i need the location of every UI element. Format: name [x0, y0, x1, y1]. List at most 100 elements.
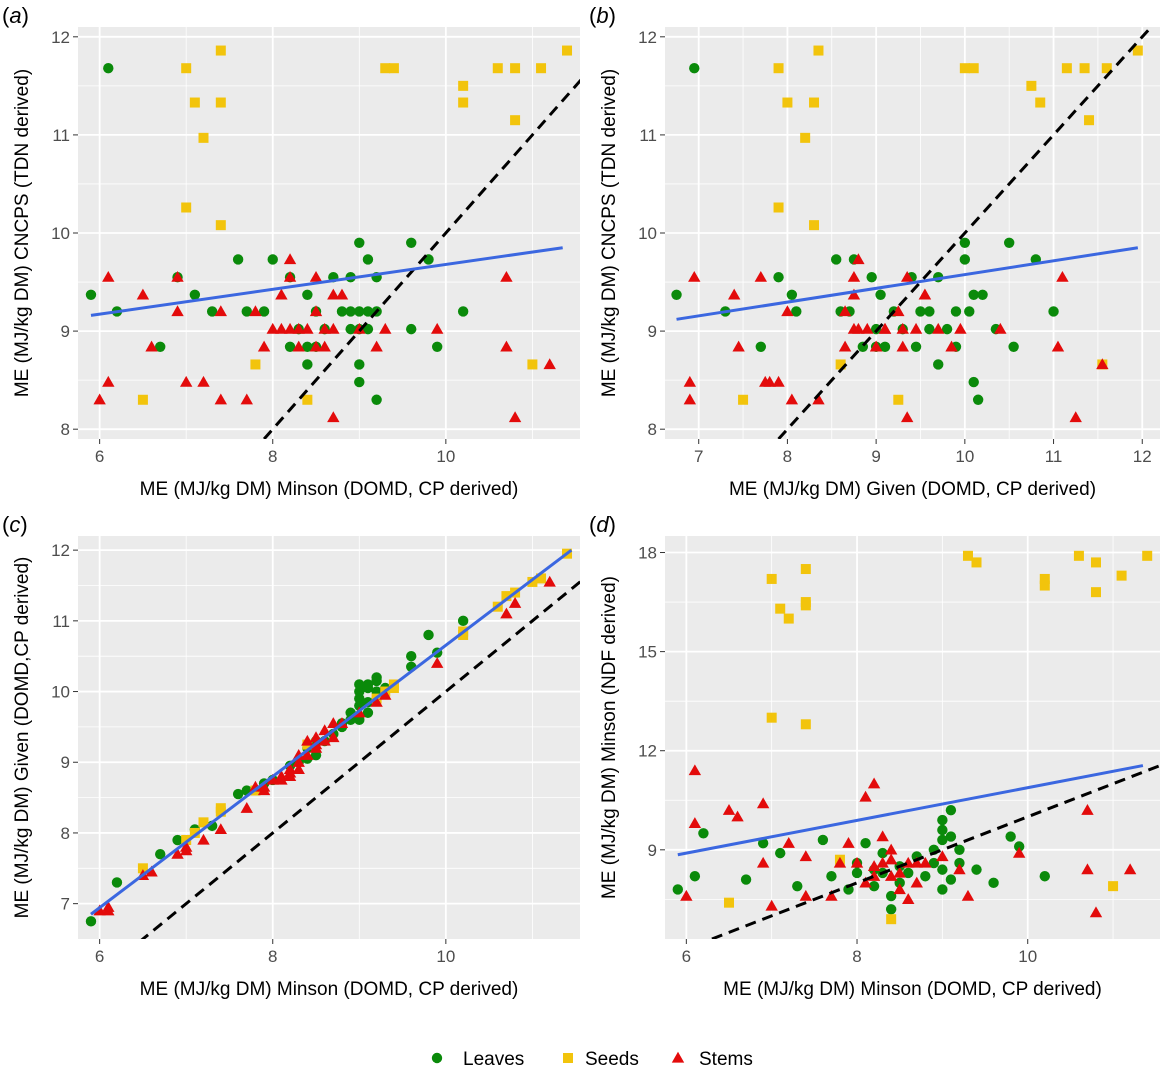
point-leaves	[792, 880, 803, 892]
point-stems	[197, 375, 210, 387]
point-leaves	[868, 880, 880, 892]
point-seeds	[809, 97, 820, 108]
point-stems	[370, 340, 383, 352]
point-stems	[145, 340, 158, 352]
point-leaves	[232, 788, 244, 800]
y-tick-label: 12	[51, 541, 70, 560]
panel-tag: (d)	[589, 512, 616, 537]
point-stems	[179, 375, 193, 387]
point-leaves	[924, 323, 935, 335]
point-stems	[214, 393, 228, 405]
point-seeds	[527, 359, 538, 370]
identity-line	[140, 580, 580, 939]
point-seeds	[388, 63, 399, 74]
point-stems	[301, 322, 314, 334]
point-stems	[240, 802, 253, 813]
y-tick-label: 10	[51, 683, 70, 702]
point-stems	[902, 893, 915, 905]
reference-lines	[677, 763, 1160, 939]
point-leaves	[671, 289, 682, 300]
point-stems	[93, 904, 106, 916]
point-leaves	[959, 237, 971, 249]
panel-tag: (a)	[2, 3, 29, 28]
point-leaves	[988, 877, 999, 889]
point-seeds	[458, 97, 469, 108]
panel-a: 6 8 10 8 9 10 11 12 ME (MJ/kg DM) Minson (DOMD, …	[2, 3, 580, 500]
x-tick-label: 8	[783, 447, 792, 466]
point-leaves	[786, 289, 798, 300]
point-leaves	[877, 847, 888, 859]
y-tick-label: 12	[638, 742, 657, 761]
point-leaves	[1039, 871, 1050, 882]
point-seeds	[137, 863, 148, 874]
point-stems	[812, 393, 825, 405]
point-stems	[171, 270, 184, 282]
point-seeds	[1116, 570, 1127, 581]
point-stems	[688, 817, 702, 829]
point-stems	[275, 773, 288, 785]
point-seeds	[773, 63, 784, 74]
point-leaves	[972, 394, 984, 405]
point-leaves	[954, 844, 965, 856]
point-stems	[756, 797, 770, 809]
point-seeds	[1142, 550, 1153, 561]
y-tick-label: 8	[61, 420, 70, 439]
point-leaves	[775, 847, 786, 859]
point-leaves	[232, 254, 244, 265]
x-tick-label: 10	[436, 447, 455, 466]
x-tick-label: 10	[436, 947, 455, 966]
x-axis-title: ME (MJ/kg DM) Given (DOMD, CP derived)	[729, 479, 1096, 500]
point-leaves	[941, 323, 953, 335]
point-stems	[954, 322, 967, 334]
point-stems	[1012, 846, 1026, 858]
y-tick-label: 18	[638, 544, 657, 563]
point-stems	[867, 860, 881, 871]
point-stems	[859, 876, 872, 888]
point-seeds	[1108, 881, 1119, 892]
point-stems	[292, 763, 305, 774]
point-leaves	[457, 306, 469, 317]
legend-label: Stems	[699, 1049, 753, 1070]
point-stems	[292, 748, 305, 760]
point-stems	[309, 270, 323, 282]
point-stems	[249, 305, 262, 317]
point-stems	[266, 773, 279, 785]
point-leaves	[740, 874, 752, 885]
point-seeds	[1073, 550, 1084, 561]
point-stems	[945, 340, 958, 352]
point-seeds	[968, 63, 979, 74]
point-stems	[785, 393, 799, 405]
y-axis-title: ME (MJ/kg DM) CNCPS (TDN derived)	[599, 69, 620, 397]
point-stems	[884, 870, 898, 881]
point-leaves	[85, 289, 97, 300]
point-seeds	[809, 220, 820, 231]
y-tick-label: 7	[61, 895, 70, 914]
point-stems	[292, 322, 305, 334]
point-stems	[919, 856, 932, 868]
point-leaves	[937, 884, 948, 895]
point-stems	[370, 695, 383, 707]
panels: 6 8 10 8 9 10 11 12 ME (MJ/kg DM) Minson (DOMD, …	[2, 3, 1160, 1000]
point-seeds	[215, 806, 226, 817]
identity-line	[711, 763, 1160, 939]
point-leaves	[241, 306, 252, 317]
point-stems	[825, 889, 838, 901]
point-leaves	[755, 341, 767, 352]
point-stems	[257, 780, 271, 792]
point-seeds	[215, 220, 226, 231]
point-stems	[309, 340, 323, 352]
point-leaves	[894, 877, 905, 889]
point-seeds	[215, 97, 226, 108]
reference-lines	[90, 548, 580, 939]
point-stems	[292, 756, 305, 767]
y-tick-label: 11	[52, 612, 70, 631]
point-stems	[781, 305, 794, 317]
point-stems	[994, 322, 1007, 334]
point-stems	[683, 393, 697, 405]
y-tick-label: 8	[648, 420, 657, 439]
point-seeds	[1084, 115, 1095, 126]
point-stems	[379, 688, 392, 700]
point-seeds	[835, 359, 846, 370]
point-stems	[327, 288, 340, 300]
